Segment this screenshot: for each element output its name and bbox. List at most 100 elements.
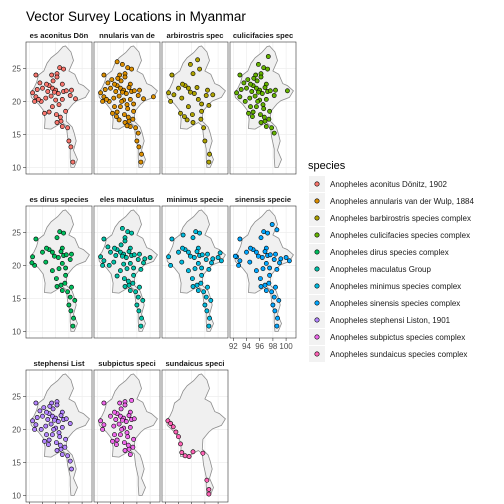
survey-point — [127, 260, 133, 266]
y-tick-label: 20 — [12, 97, 21, 106]
survey-point — [131, 252, 137, 258]
x-tick-label: 96 — [255, 342, 264, 351]
survey-point — [147, 255, 153, 260]
survey-point — [126, 249, 132, 254]
survey-point — [284, 88, 290, 94]
survey-point — [55, 419, 61, 424]
survey-point — [55, 255, 61, 260]
survey-point — [138, 266, 144, 272]
survey-point — [201, 289, 206, 295]
survey-point — [203, 294, 209, 300]
survey-point — [203, 257, 209, 262]
survey-point — [118, 268, 123, 274]
survey-point — [50, 268, 55, 274]
survey-point — [42, 110, 47, 116]
survey-point — [32, 426, 37, 432]
facet-strip — [94, 28, 160, 42]
survey-point — [126, 85, 132, 90]
survey-point — [52, 253, 57, 259]
survey-point — [249, 89, 255, 94]
survey-point — [122, 276, 127, 281]
survey-point — [210, 92, 216, 98]
survey-point — [248, 81, 253, 87]
survey-point — [119, 426, 125, 432]
survey-point — [131, 101, 136, 107]
survey-point — [111, 259, 117, 265]
panel-border — [161, 205, 229, 339]
x-tick-label: 98 — [268, 342, 277, 351]
survey-point — [53, 97, 59, 103]
survey-point — [122, 448, 128, 453]
survey-point — [169, 72, 175, 78]
facet-strip-label: culicifacies spec — [233, 31, 293, 40]
panel-border — [93, 41, 161, 175]
facet-strip — [230, 28, 296, 42]
survey-point — [248, 104, 253, 110]
survey-point — [123, 255, 129, 260]
survey-point — [258, 235, 264, 241]
survey-point — [205, 87, 210, 93]
y-tick-label: 10 — [12, 327, 21, 336]
survey-point — [204, 477, 210, 483]
survey-point — [129, 66, 134, 72]
survey-point — [199, 101, 204, 107]
survey-point — [141, 96, 146, 102]
legend-item: Anopheles stephensi Liston, 1901 — [309, 312, 451, 328]
survey-point — [98, 418, 103, 424]
legend-label: Anopheles dirus species complex — [330, 248, 449, 257]
survey-point — [101, 400, 107, 406]
survey-point — [113, 417, 119, 422]
panel-border — [93, 369, 161, 503]
survey-point — [247, 259, 253, 265]
survey-point — [68, 308, 74, 314]
legend-label: Anopheles aconitus Dönitz, 1902 — [330, 180, 448, 189]
survey-point — [106, 262, 112, 268]
survey-point — [118, 432, 123, 438]
survey-point — [50, 249, 55, 255]
survey-point — [42, 438, 47, 444]
survey-point — [98, 90, 103, 96]
survey-point — [44, 432, 49, 438]
survey-point — [51, 426, 57, 432]
survey-point — [263, 97, 269, 102]
survey-point — [208, 297, 214, 303]
survey-point — [124, 266, 130, 272]
survey-point — [126, 446, 132, 452]
y-tick-label: 25 — [12, 392, 21, 401]
survey-point — [120, 225, 125, 231]
survey-point — [63, 252, 69, 258]
survey-point — [110, 438, 115, 444]
survey-point — [237, 94, 243, 100]
survey-point — [122, 238, 128, 244]
survey-point — [255, 253, 261, 259]
survey-point — [54, 112, 59, 117]
legend-label: Anopheles maculatus Group — [330, 265, 432, 274]
survey-point — [40, 249, 45, 255]
survey-point — [262, 85, 268, 90]
survey-point — [186, 454, 192, 459]
survey-point — [194, 249, 200, 254]
survey-point — [34, 87, 40, 92]
survey-point — [38, 426, 44, 432]
y-tick-label: 15 — [12, 294, 21, 303]
facet-panel: nnularis van de — [93, 28, 161, 175]
survey-point — [118, 406, 124, 412]
survey-point — [135, 257, 141, 262]
x-tick-label: 100 — [279, 342, 293, 351]
survey-point — [134, 302, 140, 308]
survey-point — [112, 81, 117, 87]
survey-point — [190, 235, 196, 241]
survey-point — [236, 262, 241, 268]
survey-point — [179, 450, 185, 455]
survey-point — [262, 249, 268, 254]
survey-point — [46, 442, 51, 447]
survey-point — [29, 260, 35, 266]
survey-point — [260, 266, 266, 272]
y-tick-label: 25 — [12, 228, 21, 237]
survey-point — [244, 85, 249, 91]
survey-point — [246, 110, 251, 116]
survey-point — [218, 258, 224, 264]
survey-point — [266, 116, 272, 122]
survey-point — [273, 87, 278, 93]
survey-point — [166, 90, 171, 96]
